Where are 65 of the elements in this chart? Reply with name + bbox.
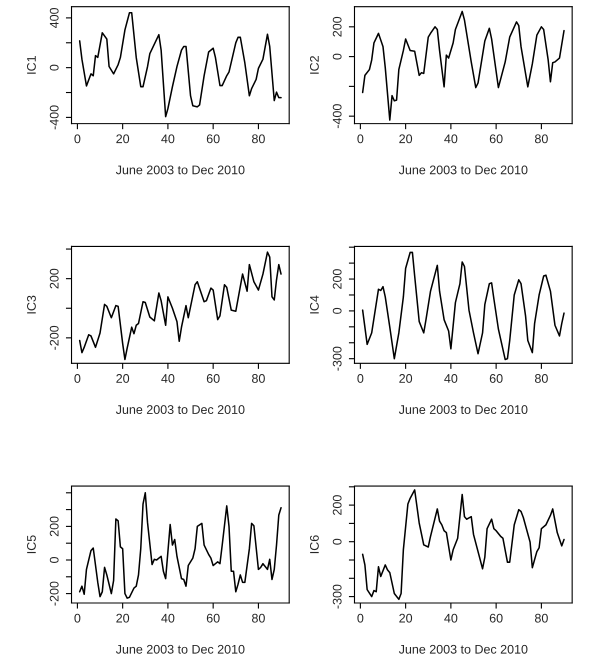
- y-tick-label: 200: [50, 268, 59, 288]
- x-tick-label: 20: [116, 374, 130, 383]
- x-tick-label: 40: [444, 134, 458, 144]
- x-axis-title: June 2003 to Dec 2010: [398, 644, 528, 654]
- x-tick-label: 80: [252, 614, 265, 623]
- y-axis-title: IC5: [27, 535, 36, 554]
- line-series: [362, 252, 565, 360]
- x-tick-label: 60: [490, 614, 503, 623]
- y-tick-label: 0: [50, 64, 59, 71]
- y-tick-label: 0: [332, 54, 342, 60]
- y-tick-label: -300: [332, 584, 342, 609]
- y-tick-label: 200: [50, 516, 59, 536]
- x-tick-label: 60: [206, 134, 220, 144]
- x-tick-label: 0: [74, 374, 80, 383]
- x-tick-label: 20: [399, 374, 412, 383]
- x-tick-label: 20: [399, 134, 412, 144]
- x-tick-label: 60: [490, 134, 503, 144]
- x-axis-title: June 2003 to Dec 2010: [116, 405, 245, 414]
- y-tick-label: 400: [50, 8, 59, 28]
- x-tick-label: 40: [161, 374, 174, 383]
- line-series: [78, 492, 282, 599]
- x-tick-label: 40: [161, 134, 174, 144]
- y-tick-label: 200: [332, 269, 342, 289]
- x-tick-label: 0: [357, 614, 364, 623]
- x-axis-title: June 2003 to Dec 2010: [116, 165, 245, 174]
- line-series: [362, 489, 565, 600]
- y-tick-label: 200: [332, 495, 342, 515]
- x-tick-label: 0: [74, 614, 80, 623]
- y-tick-label: -300: [332, 346, 342, 371]
- y-tick-label: 0: [332, 308, 342, 314]
- y-tick-label: 0: [50, 557, 59, 563]
- x-tick-label: 40: [444, 374, 458, 383]
- x-axis-title: June 2003 to Dec 2010: [116, 644, 245, 654]
- y-tick-label: 200: [332, 16, 342, 37]
- x-tick-label: 80: [534, 374, 548, 383]
- x-axis-title: June 2003 to Dec 2010: [398, 165, 528, 174]
- x-tick-label: 20: [399, 614, 412, 623]
- line-series: [78, 251, 282, 360]
- x-tick-label: 80: [534, 614, 548, 623]
- line-series: [78, 12, 282, 118]
- x-tick-label: 0: [357, 374, 364, 383]
- y-tick-label: -400: [332, 104, 342, 128]
- x-tick-label: 60: [206, 614, 220, 623]
- y-tick-label: -400: [50, 105, 59, 130]
- x-tick-label: 40: [161, 614, 174, 623]
- y-axis-title: IC1: [27, 56, 36, 74]
- x-axis-title: June 2003 to Dec 2010: [398, 405, 528, 414]
- y-axis-title: IC6: [310, 535, 319, 554]
- y-tick-label: -200: [50, 582, 59, 606]
- x-tick-label: 20: [116, 614, 130, 623]
- y-tick-label: -200: [50, 326, 59, 350]
- x-tick-label: 0: [357, 134, 364, 144]
- x-tick-label: 40: [444, 614, 458, 623]
- line-series: [362, 10, 565, 121]
- x-tick-label: 80: [252, 134, 265, 144]
- x-tick-label: 80: [534, 134, 548, 144]
- x-tick-label: 80: [252, 374, 265, 383]
- y-axis-title: IC4: [310, 295, 319, 314]
- x-tick-label: 60: [206, 374, 220, 383]
- x-tick-label: 0: [74, 134, 80, 144]
- x-tick-label: 20: [116, 134, 130, 144]
- x-tick-label: 60: [490, 374, 503, 383]
- y-tick-label: 0: [332, 538, 342, 545]
- y-axis-title: IC2: [310, 56, 319, 74]
- y-axis-title: IC3: [27, 296, 36, 314]
